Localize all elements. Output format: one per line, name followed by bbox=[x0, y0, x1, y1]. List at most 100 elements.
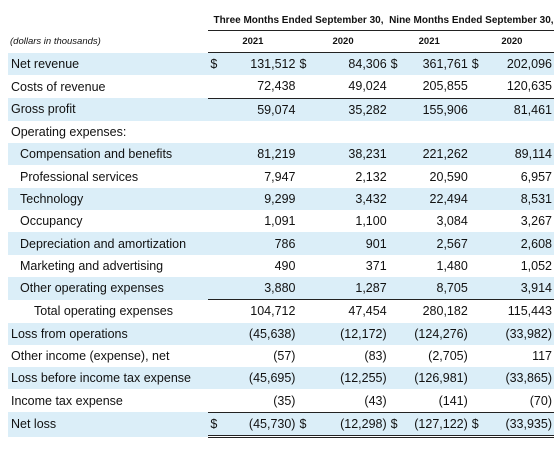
currency-symbol bbox=[297, 165, 309, 187]
row-label: Depreciation and amortization bbox=[8, 232, 209, 255]
row-value: 361,761 bbox=[400, 52, 470, 76]
row-value: 3,914 bbox=[481, 276, 554, 301]
row-value: 38,231 bbox=[309, 143, 389, 166]
currency-symbol: $ bbox=[388, 52, 401, 76]
row-value: (12,298) bbox=[309, 412, 389, 439]
table-row: Total operating expenses 104,712 47,454 280… bbox=[8, 300, 554, 323]
currency-symbol bbox=[297, 322, 310, 345]
currency-symbol bbox=[388, 143, 401, 166]
row-value: 3,880 bbox=[220, 276, 298, 301]
three-months-header: Three Months Ended September 30, bbox=[208, 10, 389, 31]
row-value: 1,287 bbox=[309, 276, 389, 301]
table-row: Gross profit 59,074 35,282 155,906 81,461 bbox=[8, 98, 554, 121]
table-row: Occupancy 1,091 1,100 3,084 3,267 bbox=[8, 210, 554, 232]
table-row: Income tax expense (35) (43) (141) (70) bbox=[8, 389, 554, 413]
currency-symbol bbox=[388, 276, 401, 301]
row-value: (12,172) bbox=[309, 322, 389, 345]
row-value: (126,981) bbox=[400, 367, 470, 390]
currency-symbol bbox=[389, 121, 401, 143]
currency-symbol bbox=[469, 276, 482, 301]
row-label: Operating expenses: bbox=[11, 125, 127, 140]
year-header: 2020 bbox=[297, 30, 389, 53]
currency-symbol bbox=[297, 367, 310, 390]
row-value: 117 bbox=[532, 349, 552, 363]
currency-symbol bbox=[469, 389, 482, 413]
table-row: Technology 9,299 3,432 22,494 8,531 bbox=[8, 187, 554, 211]
row-value bbox=[220, 121, 297, 143]
row-value: 8,531 bbox=[481, 187, 554, 211]
row-label: Other operating expenses bbox=[8, 276, 209, 300]
row-value bbox=[401, 121, 470, 143]
row-value: 84,306 bbox=[309, 52, 389, 76]
row-value: 1,480 bbox=[436, 258, 468, 273]
row-label: Other income (expense), net bbox=[11, 349, 170, 363]
table-row: Marketing and advertising 490 371 1,480 1,05… bbox=[8, 255, 554, 277]
currency-symbol bbox=[469, 322, 482, 345]
currency-symbol bbox=[208, 345, 220, 367]
currency-symbol bbox=[388, 389, 401, 413]
row-value: (43) bbox=[309, 389, 389, 413]
row-label: Loss before income tax expense bbox=[8, 367, 209, 390]
year-header: 2020 bbox=[469, 30, 554, 53]
currency-symbol bbox=[297, 255, 309, 277]
units-note: (dollars in thousands) bbox=[10, 36, 101, 47]
row-value: 155,906 bbox=[400, 98, 470, 121]
row-value: 35,282 bbox=[309, 98, 389, 121]
currency-symbol bbox=[208, 98, 221, 121]
nine-months-header: Nine Months Ended September 30, bbox=[388, 10, 554, 31]
row-value: 9,299 bbox=[220, 187, 298, 211]
currency-symbol bbox=[469, 143, 482, 166]
table-row: Other operating expenses 3,880 1,287 8,705 3… bbox=[8, 276, 554, 301]
row-value: 81,219 bbox=[220, 143, 298, 166]
currency-symbol bbox=[208, 165, 220, 187]
row-value: 20,590 bbox=[429, 169, 468, 184]
currency-symbol bbox=[469, 232, 482, 255]
currency-symbol bbox=[208, 367, 221, 390]
row-value bbox=[309, 121, 388, 143]
row-value: 59,074 bbox=[220, 98, 298, 121]
currency-symbol bbox=[208, 300, 220, 323]
row-value bbox=[482, 121, 554, 143]
row-value: (33,865) bbox=[481, 367, 554, 390]
currency-symbol bbox=[208, 75, 221, 99]
row-value: 81,461 bbox=[481, 98, 554, 121]
row-value: 104,712 bbox=[250, 304, 296, 319]
currency-symbol bbox=[208, 187, 221, 211]
currency-symbol bbox=[389, 345, 401, 367]
row-label: Compensation and benefits bbox=[8, 143, 209, 166]
currency-symbol: $ bbox=[469, 412, 482, 439]
currency-symbol bbox=[389, 300, 401, 323]
row-label: Costs of revenue bbox=[11, 79, 106, 94]
currency-symbol bbox=[297, 121, 309, 143]
currency-symbol bbox=[208, 121, 220, 143]
row-value: 202,096 bbox=[481, 52, 554, 76]
table-row: Loss before income tax expense (45,695) (1… bbox=[8, 367, 554, 390]
row-value: 89,114 bbox=[481, 143, 554, 166]
row-value: 47,454 bbox=[348, 304, 387, 319]
row-value: 8,705 bbox=[400, 276, 470, 301]
row-value: (35) bbox=[220, 389, 298, 413]
row-label: Income tax expense bbox=[11, 393, 123, 408]
currency-symbol bbox=[208, 322, 221, 345]
row-value: 3,084 bbox=[436, 214, 468, 229]
currency-symbol bbox=[208, 232, 221, 255]
row-label: Total operating expenses bbox=[34, 304, 173, 319]
currency-symbol bbox=[388, 98, 401, 121]
row-label: Gross profit bbox=[8, 98, 209, 121]
period-header-row: Three Months Ended September 30, Nine Mo… bbox=[8, 10, 554, 31]
row-value: (33,935) bbox=[481, 412, 554, 439]
row-value: (124,276) bbox=[400, 322, 470, 345]
currency-symbol: $ bbox=[297, 52, 310, 76]
row-value: (45,730) bbox=[220, 412, 298, 439]
row-value: 7,947 bbox=[264, 169, 296, 184]
row-value: 120,635 bbox=[481, 75, 554, 99]
currency-symbol bbox=[470, 165, 482, 187]
currency-symbol bbox=[469, 367, 482, 390]
currency-symbol bbox=[389, 165, 401, 187]
currency-symbol bbox=[297, 187, 310, 211]
currency-symbol bbox=[470, 121, 482, 143]
table-row: Net revenue $131,512 $84,306 $361,761 $202,0… bbox=[8, 52, 554, 76]
table-row: Operating expenses: bbox=[8, 121, 554, 143]
table-row: Professional services 7,947 2,132 20,590 6,9… bbox=[8, 165, 554, 187]
row-value: 1,100 bbox=[355, 214, 387, 229]
